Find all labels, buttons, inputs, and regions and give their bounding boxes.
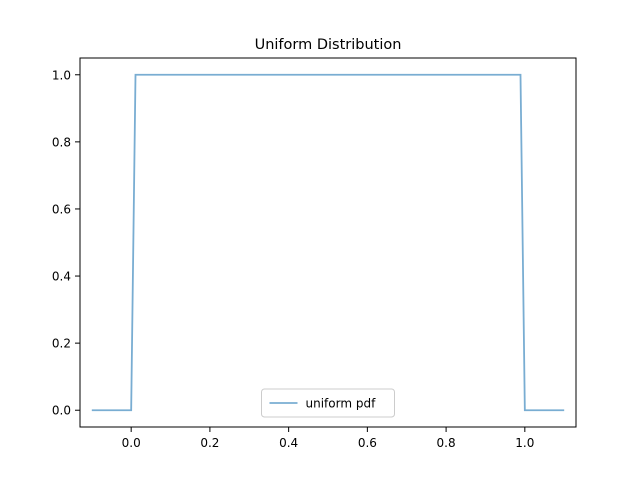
x-tick-label: 0.6 [358, 436, 377, 450]
y-tick-label: 0.8 [52, 135, 71, 149]
chart-title: Uniform Distribution [255, 37, 402, 53]
x-tick-label: 0.0 [122, 436, 141, 450]
x-tick-label: 0.2 [200, 436, 219, 450]
plot-series [91, 73, 565, 412]
y-tick-label: 0.0 [52, 404, 71, 418]
y-tick-label: 0.2 [52, 337, 71, 351]
y-axis: 0.0 0.2 0.4 0.6 0.8 1.0 [52, 68, 80, 418]
x-axis: 0.0 0.2 0.4 0.6 0.8 1.0 [122, 427, 534, 450]
y-tick-label: 0.4 [52, 270, 71, 284]
legend-box [261, 388, 395, 418]
x-tick-label: 0.8 [437, 436, 456, 450]
x-tick-label: 0.4 [279, 436, 298, 450]
y-tick-label: 0.6 [52, 202, 71, 216]
legend-label: uniform pdf [306, 397, 377, 411]
plot-area-frame [79, 57, 577, 428]
y-tick-label: 1.0 [52, 68, 71, 82]
x-tick-label: 1.0 [515, 436, 534, 450]
legend: uniform pdf [261, 388, 395, 418]
series-line-0 [91, 73, 565, 412]
